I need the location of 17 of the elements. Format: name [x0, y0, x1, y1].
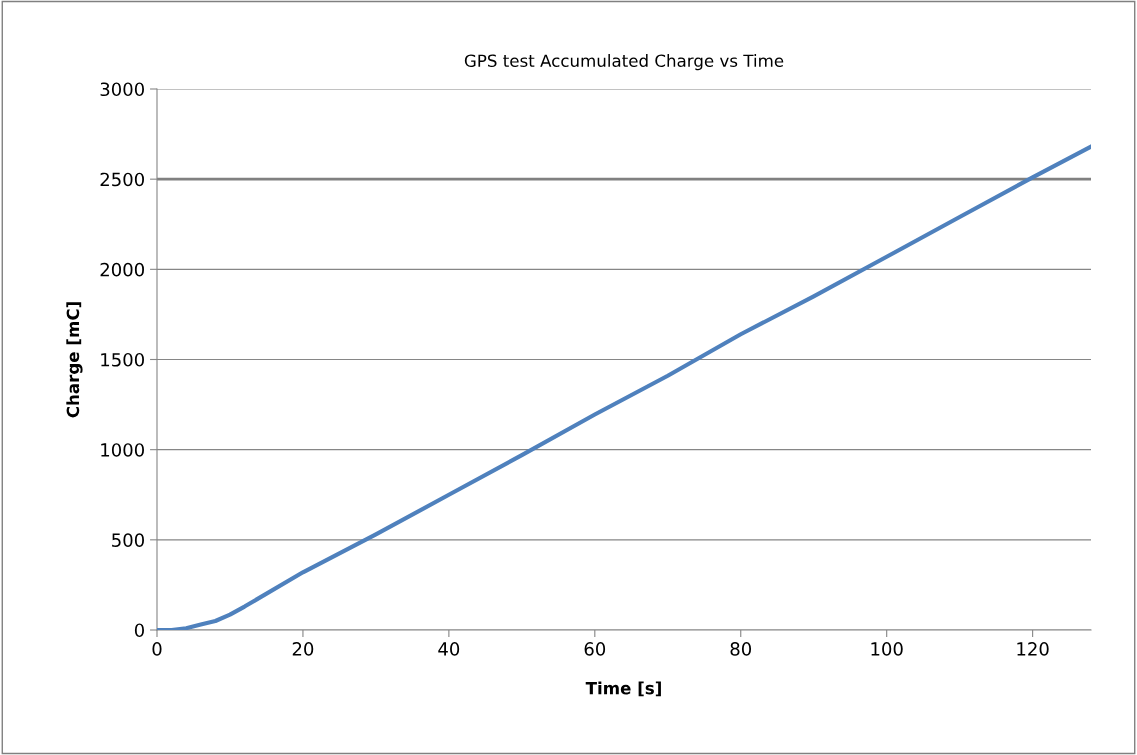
x-axis-title: Time [s]	[585, 681, 661, 697]
y-tick-label: 1000	[101, 443, 144, 457]
chart-title: GPS test Accumulated Charge vs Time	[464, 54, 784, 71]
x-tick-label: 20	[292, 642, 314, 656]
x-tick-label: 120	[1017, 642, 1049, 656]
x-tick-label: 40	[438, 642, 460, 656]
y-tick-label: 500	[112, 533, 144, 547]
y-tick-label: 0	[134, 623, 144, 638]
x-tick-label: 60	[584, 642, 606, 656]
x-tick-label: 0	[152, 642, 162, 656]
x-tick-label: 80	[730, 642, 752, 656]
y-tick-label: 1500	[101, 352, 144, 367]
y-axis-title: Charge [mC]	[66, 302, 83, 418]
y-tick-label: 2500	[100, 172, 144, 187]
y-tick-label: 3000	[100, 82, 144, 97]
x-tick-label: 100	[871, 642, 903, 656]
y-tick-label: 2000	[100, 262, 144, 277]
